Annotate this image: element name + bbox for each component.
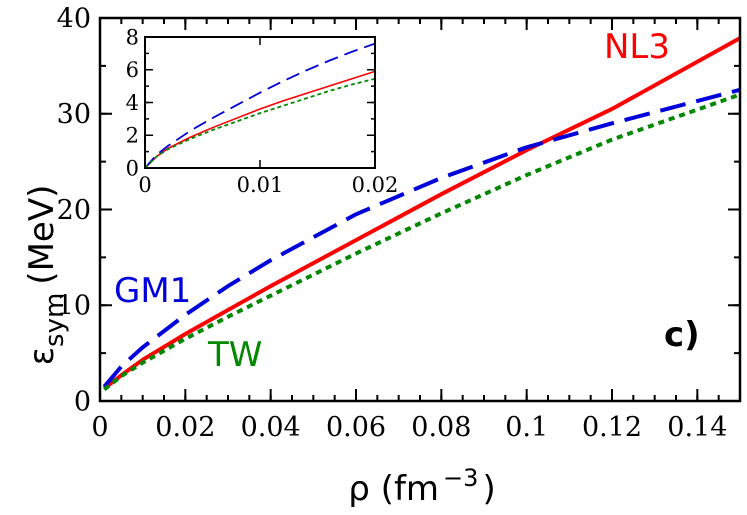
- inset-plot-area: 0 0.01 0.02 0 2 4 6 8: [126, 25, 399, 197]
- main-y-tick-label: 30: [57, 99, 91, 130]
- x-axis-label-close: ): [482, 469, 495, 509]
- y-axis-label: εsym (MeV): [22, 185, 70, 366]
- inset-series-nl3-line: [144, 70, 376, 169]
- inset-x-tick-label: 0.01: [237, 173, 284, 197]
- main-x-tick-label: 0.06: [326, 412, 386, 443]
- main-x-tick-label: 0.1: [505, 412, 548, 443]
- main-series-nl3-line: [103, 36, 741, 391]
- main-y-tick-label: 40: [57, 3, 91, 34]
- inset-series-tw-line: [144, 77, 376, 169]
- inset-x-tick-label: 0: [138, 173, 151, 197]
- series-label-nl3: NL3: [604, 27, 670, 67]
- inset-y-tick-label: 6: [126, 58, 139, 82]
- main-series-tw-line: [103, 92, 741, 392]
- inset-x-tick-label: 0.02: [352, 173, 399, 197]
- panel-label: c): [664, 315, 700, 355]
- y-axis-label-unit: (MeV): [22, 185, 62, 285]
- inset-y-tick-label: 0: [126, 156, 139, 180]
- x-axis-label-exp: −3: [443, 464, 478, 492]
- main-y-tick-label: 0: [74, 386, 91, 417]
- main-y-tick-label: 10: [57, 291, 91, 322]
- main-x-tick-label: 0.08: [411, 412, 471, 443]
- inset-y-tick-label: 8: [126, 25, 139, 49]
- series-label-tw: TW: [207, 335, 262, 375]
- inset-y-tick-label: 4: [126, 91, 139, 115]
- inset-plot-background: [145, 37, 375, 168]
- inset-y-tick-label: 2: [126, 124, 139, 148]
- main-x-tick-label: 0.12: [582, 412, 642, 443]
- main-x-tick-label: 0.02: [155, 412, 215, 443]
- y-axis-label-sub: sym: [40, 293, 70, 347]
- x-axis-label-base: ρ (fm: [348, 469, 439, 509]
- main-x-tick-label: 0.14: [667, 412, 727, 443]
- y-axis-label-base: ε: [22, 347, 62, 365]
- inset-series-gm1-line: [144, 42, 376, 169]
- series-label-gm1: GM1: [114, 271, 191, 311]
- main-x-tick-label: 0: [91, 412, 108, 443]
- main-x-tick-label: 0.04: [241, 412, 301, 443]
- x-axis-label: ρ (fm −3): [348, 464, 495, 509]
- main-y-tick-label: 20: [57, 195, 91, 226]
- main-series-gm1-line: [102, 87, 741, 388]
